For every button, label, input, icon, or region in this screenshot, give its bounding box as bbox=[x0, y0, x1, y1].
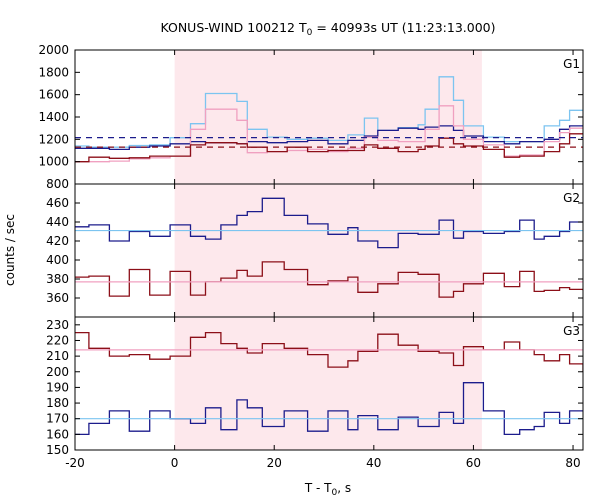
y-tick-label: 1800 bbox=[38, 65, 69, 79]
emission-interval-band bbox=[174, 50, 482, 184]
x-tick-label: 80 bbox=[565, 456, 580, 470]
y-tick-label: 170 bbox=[46, 412, 69, 426]
y-tick-label: 1000 bbox=[38, 155, 69, 169]
emission-interval-band bbox=[174, 184, 482, 317]
panels-layer: 800100012001400160018002000G136038040042… bbox=[38, 43, 584, 470]
x-tick-label: 20 bbox=[267, 456, 282, 470]
y-tick-label: 150 bbox=[46, 443, 69, 457]
y-tick-label: 180 bbox=[46, 396, 69, 410]
panel-g1: 800 1000 1200 1400 1600 1800 2000 G1 bbox=[38, 43, 584, 191]
light-curve-series-0 bbox=[75, 76, 583, 148]
y-tick-label: 220 bbox=[46, 333, 69, 347]
panel-plot-area bbox=[75, 331, 583, 436]
y-tick-label: 440 bbox=[46, 215, 69, 229]
panel-label: G1 bbox=[563, 57, 580, 71]
panel-label: G3 bbox=[563, 324, 580, 338]
y-tick-label: 210 bbox=[46, 349, 69, 363]
x-tick-label: 40 bbox=[366, 456, 381, 470]
panel-frame bbox=[74, 316, 584, 451]
y-tick-label: 230 bbox=[46, 318, 69, 332]
x-tick-label: 0 bbox=[171, 456, 179, 470]
light-curve-series-1 bbox=[75, 382, 583, 436]
y-tick-label: 420 bbox=[46, 234, 69, 248]
y-tick-label: 1400 bbox=[38, 110, 69, 124]
y-tick-label: 160 bbox=[46, 427, 69, 441]
y-tick-label: 2000 bbox=[38, 43, 69, 57]
y-tick-label: 400 bbox=[46, 253, 69, 267]
y-tick-label: 800 bbox=[46, 177, 69, 191]
y-tick-label: 360 bbox=[46, 291, 69, 305]
light-curve-series-1 bbox=[75, 261, 583, 298]
y-tick-label: 1600 bbox=[38, 88, 69, 102]
y-tick-label: 200 bbox=[46, 365, 69, 379]
panel-g2: 360 380 400 420 440 460 G2 bbox=[46, 183, 584, 318]
y-axis-label: counts / sec bbox=[3, 214, 17, 286]
panel-label: G2 bbox=[563, 191, 580, 205]
chart-title: KONUS-WIND 100212 T0 = 40993s UT (11:23:… bbox=[160, 20, 495, 38]
x-tick-label: 60 bbox=[466, 456, 481, 470]
panel-plot-area bbox=[75, 197, 583, 298]
y-tick-label: 1200 bbox=[38, 132, 69, 146]
y-tick-label: 380 bbox=[46, 272, 69, 286]
y-tick-label: 460 bbox=[46, 196, 69, 210]
panel-plot-area bbox=[75, 76, 583, 163]
x-axis-label: T - T0, s bbox=[304, 481, 351, 498]
y-tick-label: 190 bbox=[46, 380, 69, 394]
x-tick-label: -20 bbox=[65, 456, 85, 470]
